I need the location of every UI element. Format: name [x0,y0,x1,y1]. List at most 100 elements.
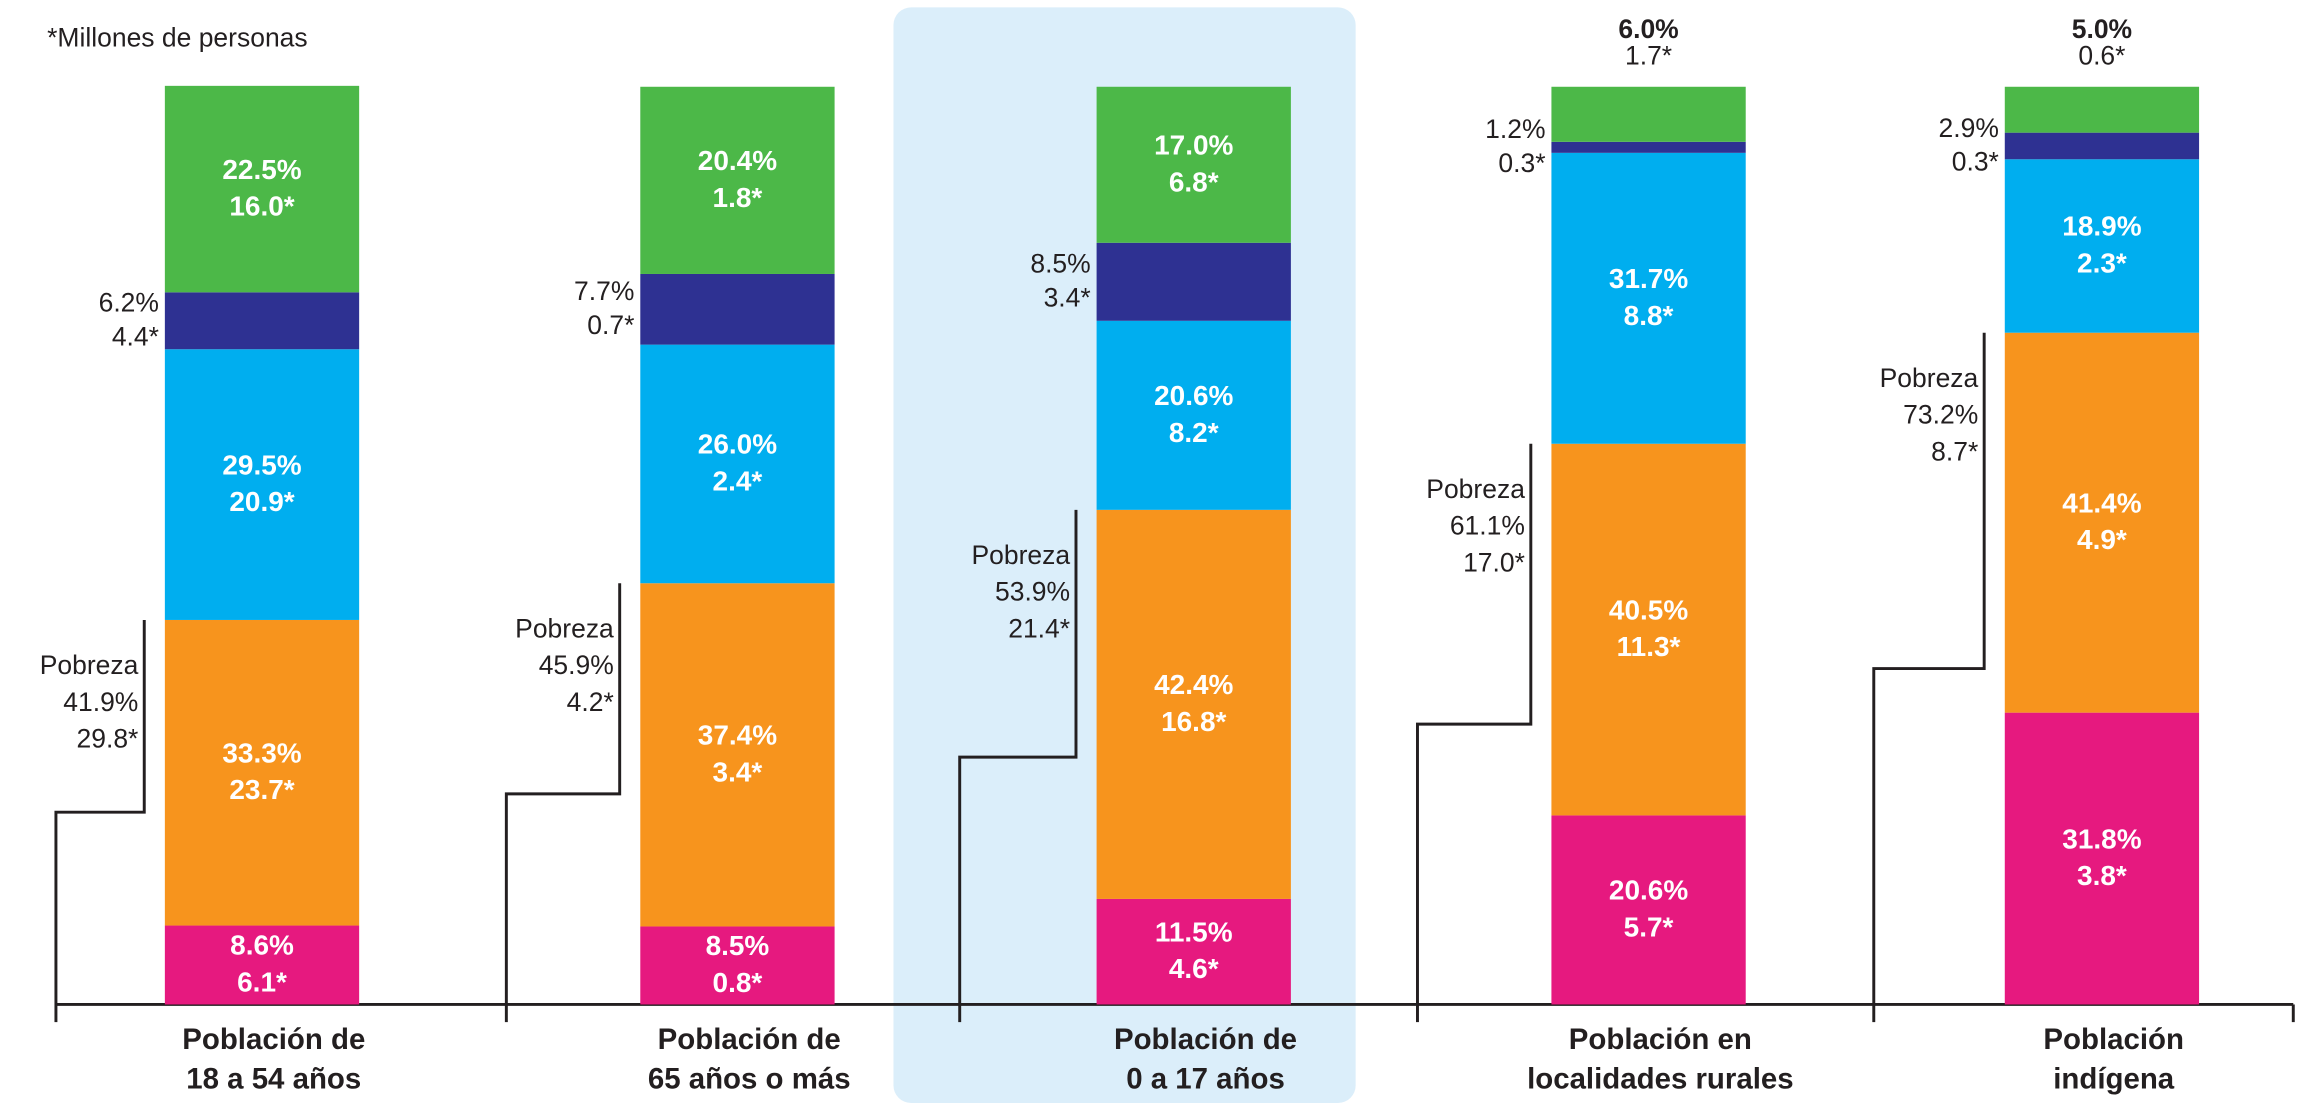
segment-millions-label: 1.8* [713,182,763,213]
x-tick-label: Población en [1569,1023,1752,1056]
bar-segment [640,86,835,274]
segment-percent-label: 22.5% [222,154,301,185]
segment-percent-label: 1.2% [1485,114,1545,144]
poverty-millions: 8.7* [1931,436,1978,466]
segment-millions-label: 4.4* [112,321,159,351]
bar-segment [640,344,835,584]
bar-segment [164,925,360,1005]
poverty-millions: 17.0* [1463,547,1525,577]
segment-millions-label: 0.3* [1952,147,1999,177]
segment-millions-label: 0.8* [713,967,763,998]
segment-percent-label: 33.3% [222,737,301,768]
bar-segment [640,926,835,1005]
segment-millions-label: 16.0* [229,191,294,222]
bar-segment [1096,509,1291,899]
segment-percent-label: 17.0% [1154,130,1233,161]
bar-segment [1096,320,1291,510]
poverty-millions: 29.8* [77,724,139,754]
segment-percent-label: 8.6% [230,930,294,961]
poverty-bracket [504,583,622,1005]
segment-percent-label: 20.6% [1154,380,1233,411]
bar-segment [2004,712,2200,1005]
segment-millions-label: 6.8* [1169,166,1219,197]
segment-percent-label: 42.4% [1154,669,1233,700]
poverty-label: Pobreza [40,650,139,680]
segment-millions-label: 0.6* [2078,40,2125,70]
x-tick-label: Población de [1114,1023,1297,1056]
note: *Millones de personas [47,23,308,53]
segment-percent-label: 11.5% [1155,916,1233,947]
bar-segment [1096,86,1291,243]
segment-millions-label: 6.1* [237,967,287,998]
segment-millions-label: 5.7* [1624,911,1674,942]
bar-segment [2004,332,2200,713]
bar-segment [1551,815,1746,1005]
segment-percent-label: 31.7% [1609,263,1688,294]
segment-percent-label: 6.0% [1618,14,1678,44]
segment-millions-label: 8.2* [1169,417,1219,448]
poverty-percent: 45.9% [539,650,614,680]
bar-segment [2004,86,2200,133]
poverty-label: Pobreza [971,540,1070,570]
segment-millions-label: 3.4* [713,756,763,787]
segment-millions-label: 16.8* [1161,706,1226,737]
x-tick-label: 18 a 54 años [186,1063,361,1096]
segment-millions-label: 2.3* [2077,248,2127,279]
bar-segment [2004,159,2200,333]
bar-segment [164,349,360,620]
poverty-millions: 4.2* [567,687,614,717]
segment-percent-label: 29.5% [222,449,301,480]
bar-segment [640,583,835,927]
x-tick-label: indígena [2053,1063,2175,1096]
bar-segment [1551,443,1746,816]
x-tick-label: Población de [658,1023,841,1056]
segment-percent-label: 5.0% [2072,14,2132,44]
poverty-bracket [958,509,1078,1005]
bar-segment [2004,132,2200,160]
segment-millions-label: 3.8* [2077,860,2127,891]
segment-percent-label: 8.5% [1030,249,1090,279]
poverty-bracket [1872,332,1986,1005]
segment-percent-label: 2.9% [1939,113,1999,143]
segment-percent-label: 31.8% [2062,823,2141,854]
segment-millions-label: 0.7* [587,310,634,340]
poverty-percent: 73.2% [1903,400,1978,430]
x-tick-label: Población [2043,1023,2184,1056]
x-tick-label: localidades rurales [1527,1063,1794,1096]
segment-millions-label: 2.4* [713,465,763,496]
bar-segment [164,619,360,926]
segment-percent-label: 18.9% [2062,211,2141,242]
segment-millions-label: 11.3* [1617,631,1681,662]
x-tick-label: 0 a 17 años [1126,1063,1285,1096]
segment-millions-label: 8.8* [1624,300,1674,331]
segment-percent-label: 7.7% [574,276,634,306]
bar-segment [1551,141,1746,153]
segment-percent-label: 26.0% [698,429,777,460]
poverty-percent: 61.1% [1450,511,1525,541]
bar-segment [164,292,360,350]
poverty-label: Pobreza [515,613,614,643]
x-tick-label: 65 años o más [648,1063,851,1096]
poverty-percent: 53.9% [995,577,1070,607]
segment-percent-label: 41.4% [2062,487,2141,518]
x-tick-label: Población de [182,1023,365,1056]
segment-millions-label: 23.7* [229,774,294,805]
segment-percent-label: 6.2% [99,288,159,318]
segment-millions-label: 0.3* [1498,148,1545,178]
segment-percent-label: 37.4% [698,720,777,751]
segment-millions-label: 20.9* [229,486,294,517]
poverty-bracket [1416,443,1533,1005]
bar-segment [164,85,360,293]
segment-percent-label: 20.4% [698,145,777,176]
poverty-millions: 21.4* [1008,613,1070,643]
poverty-label: Pobreza [1880,363,1979,393]
segment-percent-label: 20.6% [1609,875,1688,906]
bar-segment [1096,242,1291,321]
segment-percent-label: 40.5% [1609,594,1688,625]
segment-millions-label: 1.7* [1625,40,1672,70]
poverty-label: Pobreza [1426,474,1525,504]
segment-percent-label: 8.5% [706,930,770,961]
bar-segment [640,273,835,345]
segment-millions-label: 3.4* [1044,282,1091,312]
